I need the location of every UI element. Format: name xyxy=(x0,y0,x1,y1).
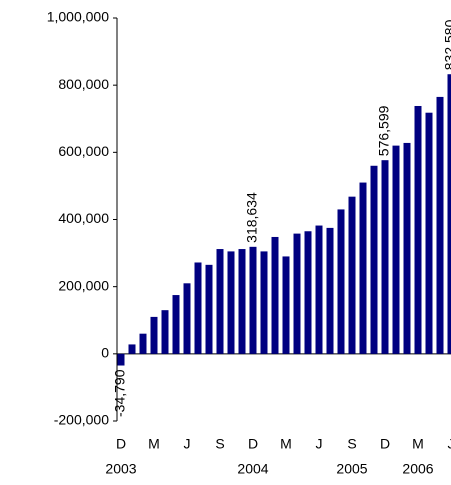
x-tick-label: M xyxy=(412,436,424,452)
bar xyxy=(249,246,257,354)
x-tick-label: J xyxy=(316,436,323,452)
data-label: -34,790 xyxy=(112,369,128,417)
data-label: 576,599 xyxy=(376,105,392,156)
x-year-label: 2003 xyxy=(105,461,136,477)
bar xyxy=(205,264,213,354)
x-tick-label: J xyxy=(448,436,451,452)
x-year-label: 2006 xyxy=(402,461,433,477)
bar xyxy=(403,142,411,354)
bar xyxy=(315,225,323,354)
bar xyxy=(260,251,268,354)
bar xyxy=(381,160,389,354)
y-tick-label: 600,000 xyxy=(58,143,109,159)
y-tick-label: 800,000 xyxy=(58,76,109,92)
bar xyxy=(370,165,378,354)
bar xyxy=(293,233,301,354)
bar xyxy=(447,74,451,354)
x-tick-label: M xyxy=(148,436,160,452)
bar xyxy=(282,256,290,354)
bar xyxy=(337,209,345,354)
bar xyxy=(425,112,433,354)
bar xyxy=(183,283,191,354)
x-tick-label: M xyxy=(280,436,292,452)
bar xyxy=(161,310,169,354)
bar xyxy=(139,333,147,354)
bar xyxy=(172,295,180,354)
bar xyxy=(117,353,125,366)
bar xyxy=(359,182,367,354)
bar xyxy=(414,105,422,354)
bar xyxy=(326,227,334,354)
y-tick-label: 0 xyxy=(101,345,109,361)
bar xyxy=(194,262,202,354)
x-tick-label: S xyxy=(215,436,224,452)
bar xyxy=(227,251,235,354)
x-year-label: 2004 xyxy=(237,461,268,477)
bar xyxy=(150,316,158,354)
data-label: 832,580 xyxy=(442,19,451,70)
bar xyxy=(128,344,136,354)
x-year-label: 2005 xyxy=(336,461,367,477)
x-tick-label: D xyxy=(380,436,390,452)
x-tick-label: D xyxy=(248,436,258,452)
bar xyxy=(436,96,444,354)
bar xyxy=(216,249,224,354)
y-tick-label: 200,000 xyxy=(58,277,109,293)
bar xyxy=(348,196,356,354)
x-tick-label: J xyxy=(184,436,191,452)
y-tick-label: -200,000 xyxy=(54,412,109,428)
bar xyxy=(304,231,312,354)
bar xyxy=(392,145,400,354)
y-tick-label: 400,000 xyxy=(58,210,109,226)
bar xyxy=(271,236,279,354)
x-tick-label: S xyxy=(347,436,356,452)
data-label: 318,634 xyxy=(244,192,260,243)
bar xyxy=(238,249,246,354)
y-tick-label: 1,000,000 xyxy=(47,9,109,25)
x-tick-label: D xyxy=(116,436,126,452)
